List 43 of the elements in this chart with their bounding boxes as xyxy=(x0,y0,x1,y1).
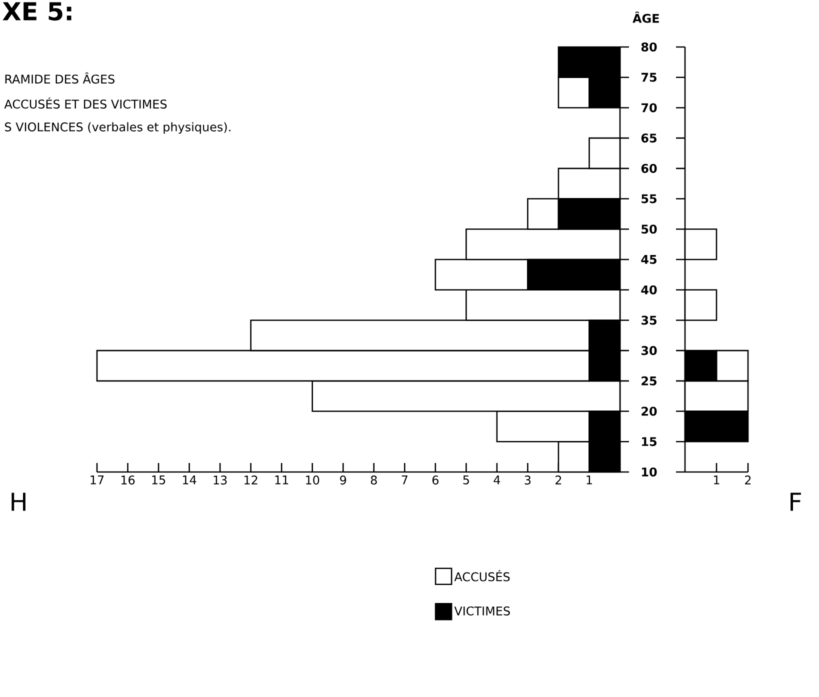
x-tick-label: 10 xyxy=(306,476,320,485)
x-tick-label: 4 xyxy=(494,476,500,484)
x-axis-title: H xyxy=(12,492,26,511)
x-tick-label: 6 xyxy=(432,476,438,485)
x-tick-label: 1 xyxy=(586,476,592,484)
x-axis-title: F xyxy=(790,492,801,511)
x-tick-label: 5 xyxy=(463,476,469,484)
y-tick-label: 40 xyxy=(641,285,657,294)
x-tick-label: 2 xyxy=(556,476,562,484)
y-tick-label: 35 xyxy=(641,316,656,325)
y-tick-label: 70 xyxy=(641,103,657,112)
y-tick-label: 10 xyxy=(642,467,657,477)
x-tick-label: 17 xyxy=(90,476,104,484)
chart-title: XE 5: xyxy=(2,2,72,21)
y-tick-label: 75 xyxy=(641,72,656,82)
x-tick-label: 12 xyxy=(244,476,258,484)
y-tick-label: 25 xyxy=(642,376,656,386)
x-tick-label: 14 xyxy=(182,476,196,484)
y-tick-label: 65 xyxy=(641,134,656,143)
y-tick-label: 50 xyxy=(642,224,657,234)
x-tick-label: 13 xyxy=(214,476,227,485)
legend-label: ACCUSÉS xyxy=(454,570,510,582)
x-tick-label: 15 xyxy=(152,476,166,484)
y-tick-label: 80 xyxy=(641,42,657,52)
y-tick-label: 60 xyxy=(641,164,657,173)
annotation: S VIOLENCES (verbales et physiques). xyxy=(4,122,230,134)
x-tick-label: 11 xyxy=(275,476,288,484)
x-tick-label: 9 xyxy=(340,476,346,485)
y-tick-label: 20 xyxy=(642,406,657,416)
y-tick-label: 30 xyxy=(641,346,657,356)
y-tick-label: 15 xyxy=(642,437,656,446)
x-tick-label: 3 xyxy=(524,476,531,485)
x-tick-label: 16 xyxy=(121,476,135,485)
x-tick-label: 1 xyxy=(714,476,720,484)
x-tick-label: 7 xyxy=(402,476,408,484)
annotation: ACCUSÉS ET DES VICTIMES xyxy=(4,97,167,109)
x-tick-label: 8 xyxy=(370,476,377,485)
legend-label: VICTIMES xyxy=(454,606,510,616)
text: RAMIDE DES ÂGES xyxy=(5,72,114,84)
y-tick-label: 45 xyxy=(641,255,656,264)
x-tick-label: 2 xyxy=(745,476,751,484)
y-axis-title: ÂGE xyxy=(632,12,659,23)
y-tick-label: 55 xyxy=(642,194,656,204)
